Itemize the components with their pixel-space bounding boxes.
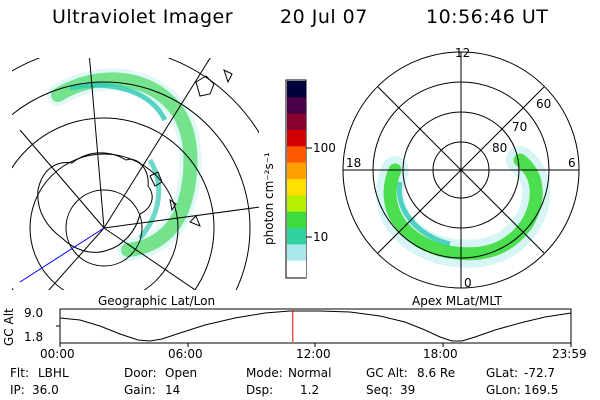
geographic-map (12, 58, 259, 290)
colorbar-unit-label: photon cm⁻²s⁻¹ (262, 152, 276, 245)
mlat-label-60: 60 (536, 97, 552, 111)
meridians-geographic (19, 58, 259, 290)
colorbar-cell (287, 195, 306, 213)
time-label: 10:56:46 UT (426, 6, 549, 28)
filter-value: LBHL (38, 366, 69, 380)
coastline-islands (149, 171, 201, 227)
colorbar-tick-100: 100 (313, 141, 336, 155)
seq-label: Seq: (366, 383, 393, 397)
dsp-value: 1.2 (300, 383, 320, 397)
filter-label: Flt: (10, 366, 29, 380)
glon-label: GLon: (486, 383, 521, 397)
gain-value: 14 (165, 383, 181, 397)
mlat-label-80: 80 (492, 141, 508, 155)
instrument-title: Ultraviolet Imager (52, 6, 234, 28)
date-label: 20 Jul 07 (280, 6, 368, 28)
mlt-label-18: 18 (346, 156, 362, 170)
altitude-xtick-1200: 12:00 (296, 347, 331, 361)
dsp-label: Dsp: (246, 383, 274, 397)
glon-value: 169.5 (524, 383, 559, 397)
mlt-spokes (343, 52, 579, 288)
altitude-xtick-1800: 18:00 (423, 347, 458, 361)
glat-value: -72.7 (524, 366, 556, 380)
colorbar-cell (287, 260, 306, 278)
colorbar-cell (287, 113, 306, 131)
left-panel-caption: Geographic Lat/Lon (98, 294, 216, 308)
altitude-xtick-2359: 23:59 (552, 347, 587, 361)
mode-label: Mode: (246, 366, 283, 380)
ip-label: IP: (10, 383, 25, 397)
mlat-label-70: 70 (512, 120, 528, 134)
colorbar-cell (287, 228, 306, 245)
altitude-xtick-0000: 00:00 (40, 347, 75, 361)
door-label: Door: (124, 366, 157, 380)
coastline-islands-north (195, 69, 233, 97)
mlt-label-0: 0 (464, 276, 472, 290)
colorbar-cell (287, 81, 306, 98)
ip-value: 36.0 (32, 383, 59, 397)
door-value: Open (165, 366, 198, 380)
right-panel-caption: Apex MLat/MLT (412, 294, 502, 308)
colorbar (285, 79, 312, 279)
seq-value: 39 (400, 383, 416, 397)
colorbar-cell (287, 97, 306, 115)
gcalt-label: GC Alt: (366, 366, 408, 380)
altitude-plot (56, 308, 572, 347)
magnetic-polar-map (342, 51, 580, 289)
glat-label: GLat: (486, 366, 519, 380)
colorbar-tick-10: 10 (313, 230, 329, 244)
spacecraft-track-line (19, 227, 105, 283)
antarctica-coastline (37, 152, 153, 253)
lat-circles-geographic (12, 58, 259, 290)
gain-label: Gain: (124, 383, 156, 397)
colorbar-cell (287, 146, 306, 164)
colorbar-cell (287, 162, 306, 180)
colorbar-cell (287, 179, 306, 196)
colorbar-cell (287, 244, 306, 262)
altitude-ytick-low: 1.8 (24, 330, 44, 344)
altitude-ytick-high: 9.0 (24, 306, 44, 320)
altitude-xtick-0600: 06:00 (168, 347, 203, 361)
mlt-label-12: 12 (455, 46, 471, 60)
colorbar-cell (287, 130, 306, 147)
altitude-ylabel: GC Alt (2, 308, 16, 346)
mlt-label-6: 6 (568, 156, 576, 170)
mode-value: Normal (288, 366, 332, 380)
colorbar-cell (287, 211, 306, 229)
aurora-oval-geographic (47, 68, 202, 261)
gcalt-value: 8.6 Re (417, 366, 456, 380)
